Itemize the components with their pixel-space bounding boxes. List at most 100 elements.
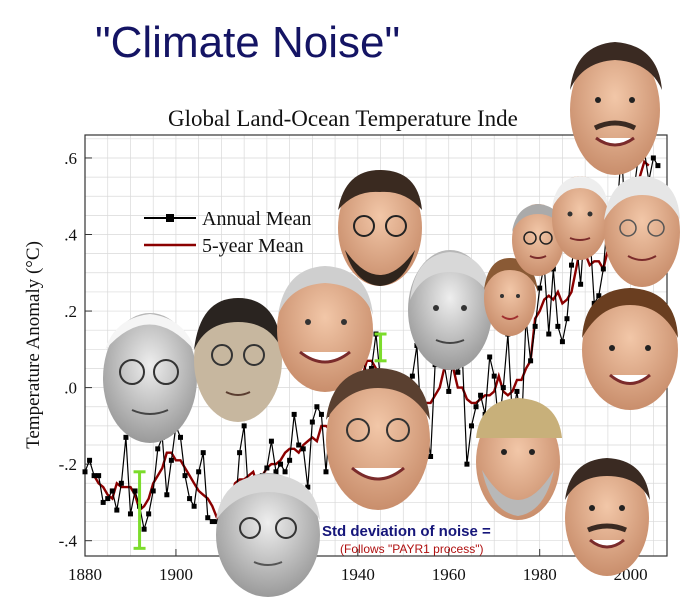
annual-mean-point (305, 484, 311, 490)
annual-mean-point (196, 469, 202, 475)
annual-mean-point (655, 163, 661, 169)
annual-mean-point (182, 473, 188, 479)
annual-mean-point (105, 496, 111, 502)
annual-mean-point (100, 499, 106, 505)
portrait-bearded-man-glasses (338, 170, 422, 286)
x-tick-label: 1980 (523, 565, 557, 584)
annual-mean-point (537, 285, 543, 291)
annual-mean-point (300, 446, 306, 452)
portrait-smiling-man-bottom-right (565, 458, 650, 576)
annual-mean-point (87, 457, 93, 463)
slide-title: "Climate Noise" (95, 18, 401, 67)
annual-mean-point (314, 404, 320, 410)
annual-mean-point (291, 411, 297, 417)
annual-mean-point (287, 457, 293, 463)
annual-mean-point (268, 438, 274, 444)
annual-mean-point (191, 503, 197, 509)
annual-mean-point (473, 404, 479, 410)
annual-mean-point (82, 469, 88, 475)
annual-mean-point (164, 492, 170, 498)
annual-mean-point (650, 155, 656, 161)
legend-annual-marker (166, 214, 174, 222)
annual-mean-point (491, 373, 497, 379)
annual-mean-point (546, 331, 552, 337)
annual-mean-point (309, 419, 315, 425)
annual-mean-point (127, 511, 133, 517)
portrait-bearded-man-cap (476, 398, 562, 520)
annual-mean-point (264, 465, 270, 471)
x-tick-label: 1940 (341, 565, 375, 584)
series-5-year-mean-line (93, 159, 650, 519)
error-bars (133, 332, 387, 550)
annual-mean-point (187, 496, 193, 502)
portrait-young-man-brown-hair (582, 288, 678, 410)
annual-mean-point (209, 519, 215, 525)
annual-mean-point (168, 457, 174, 463)
portrait-white-haired-man-glasses (604, 176, 680, 287)
annual-mean-point (464, 461, 470, 467)
annual-mean-point (487, 354, 493, 360)
annual-mean-point (564, 316, 570, 322)
portrait-elderly-man-glasses-bottom (216, 473, 320, 597)
annual-mean-point (91, 473, 97, 479)
portrait-smiling-man-top-right (570, 42, 662, 175)
x-tick-label: 1900 (159, 565, 193, 584)
annual-mean-point (155, 446, 161, 452)
y-axis-label: Temperature Anomaly (°C) (23, 241, 44, 449)
annual-mean-point (282, 469, 288, 475)
portrait-man-white-hair (552, 176, 608, 260)
annual-mean-point (146, 511, 152, 517)
y-tick-label: .0 (64, 379, 77, 398)
portrait-bald-elderly-man (408, 250, 492, 370)
portrait-man-glasses-suit (512, 204, 564, 276)
annual-mean-point (468, 423, 474, 429)
annual-mean-point (428, 453, 434, 459)
y-tick-label: .4 (64, 226, 77, 245)
annual-mean-point (150, 488, 156, 494)
annual-mean-point (96, 473, 102, 479)
annual-mean-point (500, 385, 506, 391)
annual-mean-point (478, 392, 484, 398)
x-axis: 1880 1900 1940 1960 1980 2000 (68, 549, 648, 584)
annual-mean-point (241, 423, 247, 429)
annual-mean-point (578, 281, 584, 287)
annual-mean-point (323, 469, 329, 475)
portrait-laughing-man-glasses (326, 368, 430, 510)
x-tick-label: 1880 (68, 565, 102, 584)
annual-mean-point (409, 373, 415, 379)
annual-mean-point (273, 469, 279, 475)
annual-mean-point (555, 323, 561, 329)
annual-mean-point (569, 262, 575, 268)
portrait-woman-short-black-hair (194, 298, 282, 422)
annual-mean-point (177, 434, 183, 440)
x-tick-label: 1960 (432, 565, 466, 584)
annual-mean-point (368, 365, 374, 371)
annual-mean-point (118, 480, 124, 486)
annual-mean-point (318, 411, 324, 417)
portrait-white-haired-elder (103, 313, 197, 443)
annual-mean-point (141, 526, 147, 532)
annual-mean-point (123, 434, 129, 440)
noise-subannotation: (Follows "PAYR1 process") (340, 542, 483, 556)
annual-mean-point (528, 358, 534, 364)
noise-annotation: Std deviation of noise = (322, 523, 491, 540)
chart-title: Global Land-Ocean Temperature Inde (168, 106, 518, 131)
y-tick-label: .2 (64, 302, 77, 321)
annual-mean-point (296, 442, 302, 448)
annual-mean-point (237, 450, 243, 456)
legend-annual-label: Annual Mean (202, 208, 311, 230)
legend: Annual Mean 5-year Mean (144, 208, 311, 257)
y-tick-label: -.2 (59, 455, 77, 474)
annual-mean-point (278, 461, 284, 467)
annual-mean-point (596, 293, 602, 299)
annual-mean-point (559, 339, 565, 345)
annual-mean-point (455, 369, 461, 375)
annual-mean-point (514, 388, 520, 394)
annual-mean-point (109, 488, 115, 494)
annual-mean-point (600, 266, 606, 272)
annual-mean-point (200, 450, 206, 456)
annual-mean-point (205, 515, 211, 521)
y-axis: -.4 -.2 .0 .2 .4 .6 (59, 149, 92, 551)
